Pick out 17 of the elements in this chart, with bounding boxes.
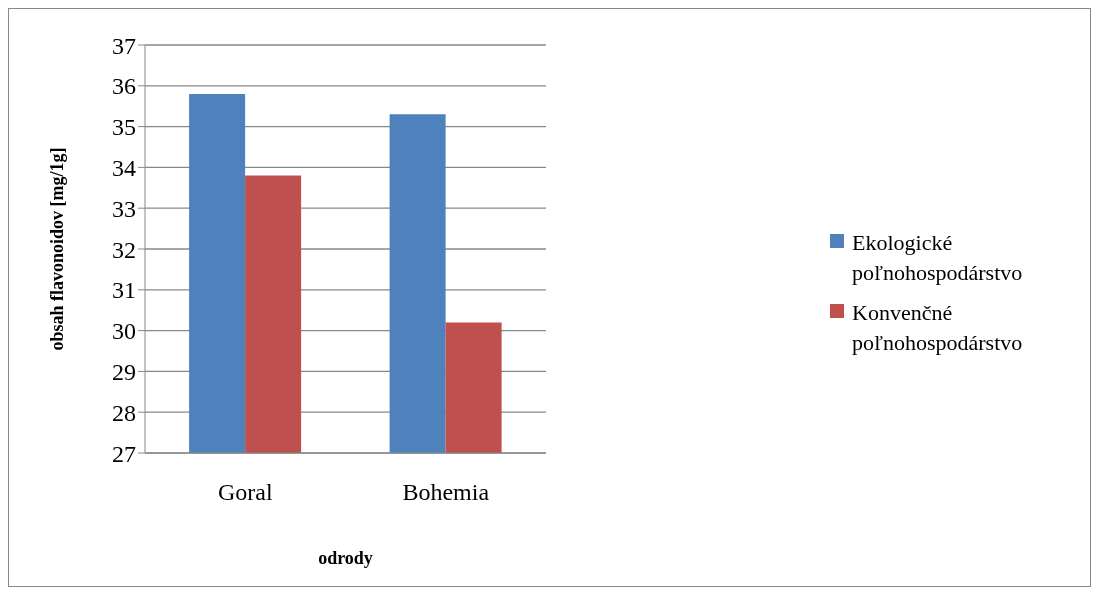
y-tick-label: 35 (112, 114, 136, 141)
y-axis-title: obsah flavonoidov [mg/1g] (47, 147, 68, 351)
y-tick-label: 33 (112, 195, 136, 222)
y-tick-label: 37 (112, 32, 136, 59)
x-tick-label: Goral (217, 479, 273, 506)
legend-label: Konvenčné poľnohospodárstvo (852, 298, 1024, 357)
x-axis-title: odrody (318, 548, 373, 568)
y-tick-label: 34 (112, 154, 136, 181)
y-tick-label: 30 (112, 318, 136, 345)
y-tick-label: 31 (112, 277, 136, 304)
x-tick-label: Bohemia (402, 479, 490, 506)
y-tick-label: 29 (112, 358, 136, 385)
y-tick-label: 28 (112, 399, 136, 426)
y-tick-label: 32 (112, 236, 136, 263)
y-tick-label: 27 (112, 440, 136, 467)
legend-label: Ekologické poľnohospodárstvo (852, 228, 1024, 287)
y-tick-label: 36 (112, 73, 136, 100)
